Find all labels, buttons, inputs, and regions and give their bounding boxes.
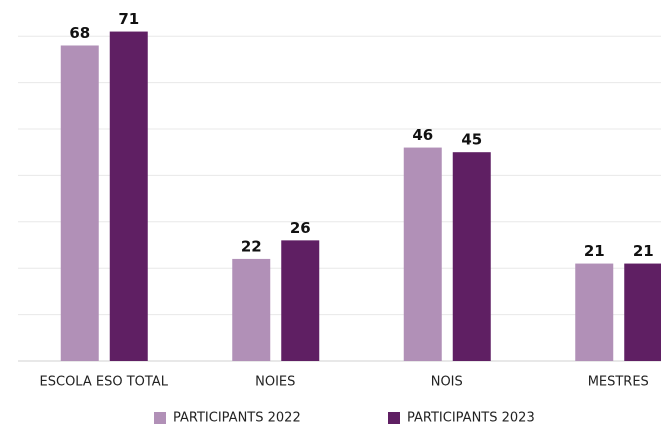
x-tick-label: NOIS	[431, 375, 463, 390]
legend-label: PARTICIPANTS 2023	[407, 411, 535, 426]
bar	[403, 147, 442, 361]
value-label: 21	[584, 242, 605, 260]
value-label: 68	[69, 24, 90, 42]
value-label: 21	[633, 242, 654, 260]
legend-swatch	[154, 412, 166, 424]
bar	[281, 240, 320, 361]
value-label: 22	[241, 237, 262, 255]
bar	[232, 258, 271, 361]
legend-label: PARTICIPANTS 2022	[173, 411, 301, 426]
x-tick-label: NOIES	[255, 375, 295, 390]
bar	[109, 31, 148, 362]
x-tick-label: MESTRES	[588, 375, 649, 390]
value-label: 46	[412, 126, 433, 144]
value-label: 26	[290, 219, 311, 237]
bar	[624, 263, 661, 361]
legend-swatch	[388, 412, 400, 424]
bar	[60, 45, 99, 361]
value-label: 71	[118, 10, 139, 28]
bar	[575, 263, 614, 361]
bar	[452, 152, 491, 361]
x-tick-label: ESCOLA ESO TOTAL	[40, 375, 169, 390]
value-label: 45	[461, 131, 482, 149]
